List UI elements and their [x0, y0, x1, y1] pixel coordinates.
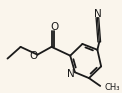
Text: O: O: [30, 51, 38, 61]
Text: N: N: [94, 9, 101, 19]
Text: N: N: [67, 69, 75, 79]
Text: CH₃: CH₃: [105, 83, 120, 92]
Text: O: O: [50, 22, 58, 32]
